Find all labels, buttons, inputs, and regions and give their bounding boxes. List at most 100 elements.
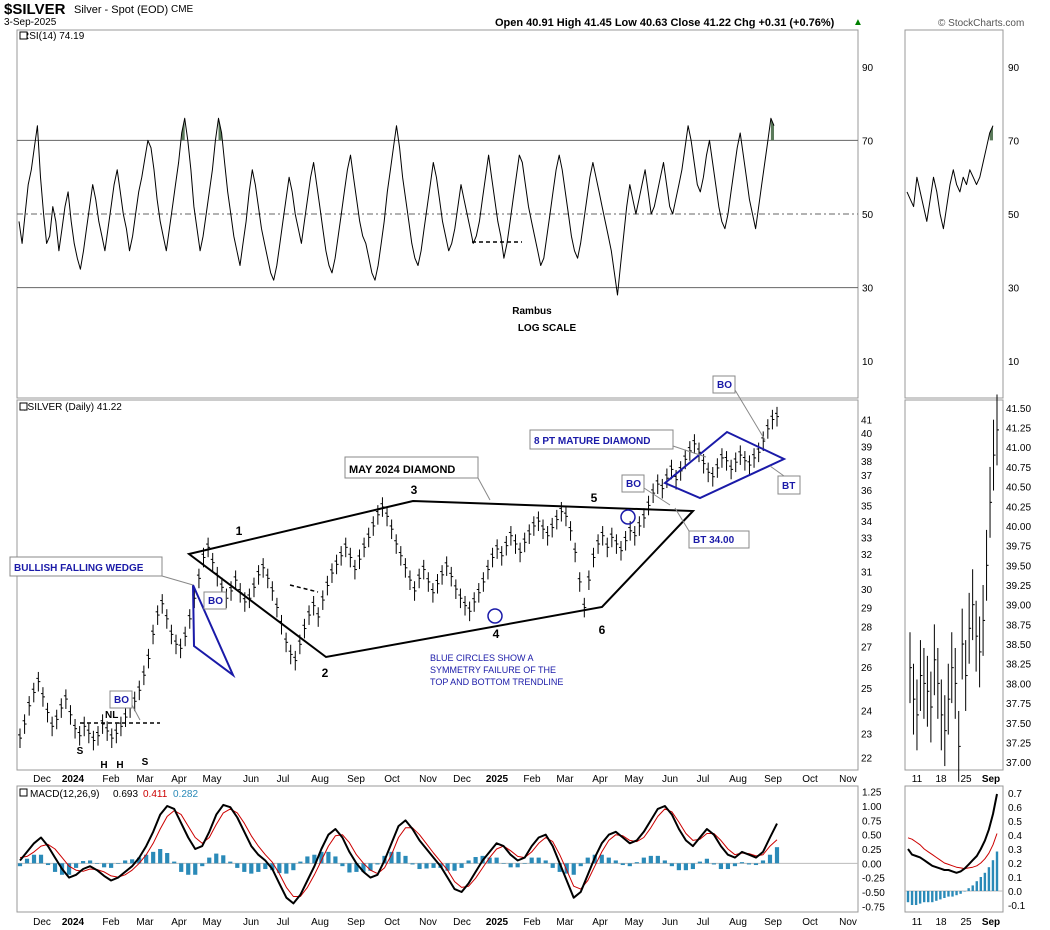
macd-histogram-bar [627, 863, 632, 867]
price-zoom-y-tick: 40.25 [1006, 502, 1031, 513]
macd-x-tick: Aug [311, 917, 329, 928]
rsi-overbought-fill [770, 118, 774, 141]
macd-frame [16, 785, 859, 913]
macd-histogram-bar [31, 854, 37, 864]
price-x-tick: Jun [243, 774, 259, 785]
macd-histogram-bar [242, 863, 247, 872]
macd-zoom-histogram-bar [987, 867, 991, 891]
macd-y-tick: -0.75 [862, 902, 885, 913]
macd-histogram-bar [270, 863, 275, 871]
macd-histogram-bar [165, 853, 170, 864]
macd-histogram-bar [662, 860, 667, 864]
macd-zoom-histogram-bar [959, 891, 962, 894]
price-x-tick: Feb [523, 774, 541, 785]
rsi-zoom-frame [904, 29, 1004, 399]
price-zoom-y-tick: 41.00 [1006, 443, 1031, 454]
price-zoom-x-tick: 25 [960, 774, 972, 785]
diamond-point-4: 4 [493, 627, 500, 641]
dashed-backtest-line [289, 584, 319, 593]
price-y-tick: 38 [861, 457, 873, 468]
mature-diamond-outline [663, 430, 787, 500]
macd-zoom-x-tick: 25 [960, 917, 972, 928]
hs-label-h: H [116, 760, 123, 771]
macd-x-tick: 2025 [486, 917, 509, 928]
macd-histogram-bar [396, 851, 401, 864]
macd-histogram-bar [473, 857, 478, 864]
macd-histogram-bar [767, 854, 773, 864]
macd-histogram-bar [557, 863, 562, 872]
macd-histogram-bar [431, 863, 436, 868]
falling-wedge-outline [192, 584, 236, 679]
macd-macd-line [19, 803, 778, 905]
rsi-zoom-y-tick: 50 [1008, 210, 1020, 221]
macd-title: MACD(12,26,9) [30, 789, 99, 800]
price-legend-swatch [19, 402, 28, 411]
rsi-title: RSI(14) 74.19 [22, 31, 85, 42]
price-x-tick: Mar [556, 774, 574, 785]
macd-histogram-bar [305, 856, 310, 864]
macd-zoom-histogram-bar [927, 891, 930, 903]
macd-zoom-histogram-bar [971, 885, 974, 891]
price-zoom-y-tick: 37.75 [1006, 699, 1031, 710]
price-zoom-frame [904, 399, 1004, 771]
price-x-tick: Sep [347, 774, 365, 785]
price-zoom-y-tick: 39.25 [1006, 581, 1031, 592]
macd-zoom-histogram-bar [991, 860, 995, 891]
macd-zoom-x-tick: 11 [912, 917, 923, 928]
macd-zoom-histogram-bar [939, 891, 942, 900]
price-x-tick: Dec [453, 774, 471, 785]
macd-histogram-bar [760, 860, 766, 864]
price-x-tick: Jul [277, 774, 290, 785]
macd-histogram-bar [508, 863, 513, 868]
bt-label: BT [782, 481, 795, 492]
macd-histogram-bar [697, 861, 702, 864]
bo-mature-label: BO [717, 380, 732, 391]
price-x-tick: Apr [171, 774, 187, 785]
rsi-zoom-y-tick: 70 [1008, 136, 1020, 147]
price-zoom-y-tick: 38.00 [1006, 679, 1031, 690]
macd-histogram-bar [109, 863, 114, 868]
macd-hist-value: 0.282 [173, 789, 198, 800]
macd-histogram-bar [235, 863, 240, 868]
macd-zoom-histogram-bar [983, 872, 987, 891]
may-2024-diamond-label: MAY 2024 DIAMOND [349, 464, 455, 476]
macd-histogram-bar [214, 853, 219, 864]
price-zoom-y-tick: 41.50 [1006, 404, 1031, 415]
macd-zoom-histogram-bar [931, 891, 934, 903]
price-frame [16, 399, 859, 771]
price-x-tick: May [203, 774, 222, 785]
macd-zoom-histogram-bar [943, 891, 946, 898]
price-y-tick: 40 [861, 429, 873, 440]
macd-histogram-bar [690, 863, 695, 870]
diamond-point-1: 1 [236, 524, 243, 538]
bo-neckline-label: BO [114, 695, 129, 706]
price-zoom-y-tick: 40.00 [1006, 522, 1031, 533]
price-x-tick: Nov [839, 774, 857, 785]
rsi-y-tick: 70 [862, 136, 874, 147]
macd-zoom-y-tick: 0.4 [1008, 831, 1022, 842]
price-zoom-y-tick: 39.50 [1006, 561, 1031, 572]
price-y-tick: 30 [861, 585, 873, 596]
macd-zoom-histogram-bar [975, 881, 978, 891]
macd-x-tick: Sep [347, 917, 365, 928]
macd-histogram-bar [368, 863, 373, 871]
macd-histogram-bar [298, 861, 303, 864]
macd-histogram-bar [200, 863, 205, 867]
macd-histogram-bar [725, 863, 731, 870]
macd-histogram-bar [24, 858, 30, 864]
macd-histogram-bar [515, 863, 520, 868]
macd-zoom-frame [904, 785, 1004, 913]
macd-zoom-x-tick: 18 [935, 917, 947, 928]
macd-zoom-histogram-bar [935, 891, 938, 901]
price-x-tick: May [625, 774, 644, 785]
bo-wedge-label: BO [208, 596, 223, 607]
macd-x-tick: Jun [243, 917, 259, 928]
macd-x-tick: Jun [662, 917, 678, 928]
price-x-tick: Jun [662, 774, 678, 785]
symmetry-circle-top [620, 509, 636, 525]
diamond-point-2: 2 [322, 666, 329, 680]
watermark: © StockCharts.com [938, 18, 1025, 29]
price-y-tick: 28 [861, 623, 873, 634]
macd-histogram-bar [529, 857, 534, 864]
